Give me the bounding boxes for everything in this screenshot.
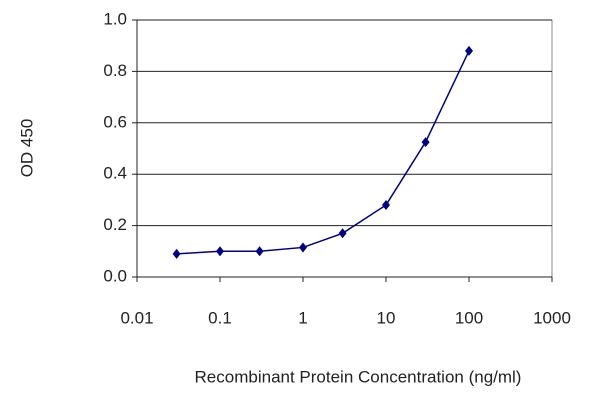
x-tick-label: 1	[298, 308, 307, 327]
data-line	[176, 50, 470, 255]
y-axis-label: OD 450	[17, 119, 36, 178]
x-axis-label: Recombinant Protein Concentration (ng/ml…	[195, 367, 522, 386]
data-point	[421, 137, 430, 148]
y-tick-label: 0.6	[103, 112, 127, 131]
y-tick-label: 0.4	[103, 164, 127, 183]
data-point	[216, 246, 224, 257]
y-tick-label: 0.8	[103, 61, 127, 80]
y-tick-label: 1.0	[103, 9, 127, 28]
y-tick-label: 0.0	[103, 266, 127, 285]
data-point	[338, 228, 347, 239]
data-point	[255, 246, 264, 257]
x-tick-label: 1000	[533, 308, 571, 327]
plot-area	[136, 19, 553, 278]
x-tick-label: 0.01	[120, 308, 153, 327]
x-tick-label: 0.1	[208, 308, 232, 327]
data-point	[172, 248, 181, 259]
x-tick-label: 10	[377, 308, 396, 327]
x-tick-label: 100	[455, 308, 483, 327]
data-point	[382, 200, 390, 211]
y-tick-label: 0.2	[103, 215, 127, 234]
data-point	[299, 242, 307, 253]
data-point	[465, 45, 473, 56]
